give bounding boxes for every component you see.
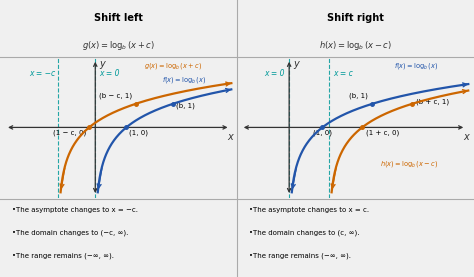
Text: x: x (228, 132, 233, 142)
Text: (b, 1): (b, 1) (349, 93, 368, 99)
Text: •The domain changes to (c, ∞).: •The domain changes to (c, ∞). (249, 230, 359, 236)
Text: (1 + c, 0): (1 + c, 0) (366, 129, 400, 135)
Text: Shift right: Shift right (327, 13, 384, 23)
Text: •The asymptote changes to x = −c.: •The asymptote changes to x = −c. (12, 207, 137, 213)
Text: $f(x) = \log_b(x)$: $f(x) = \log_b(x)$ (394, 61, 438, 71)
Text: y: y (293, 59, 299, 69)
Text: (1, 0): (1, 0) (129, 129, 148, 135)
Text: (1, 0): (1, 0) (313, 129, 332, 135)
Text: y: y (99, 59, 105, 69)
Text: x = 0: x = 0 (264, 69, 285, 78)
Text: •The range remains (−∞, ∞).: •The range remains (−∞, ∞). (249, 253, 351, 259)
Text: (1 − c, 0): (1 − c, 0) (53, 129, 86, 135)
Text: $h(x) = \log_b(x - c)$: $h(x) = \log_b(x - c)$ (319, 39, 392, 52)
Text: x = c: x = c (333, 69, 353, 78)
Text: (b + c, 1): (b + c, 1) (416, 99, 449, 105)
Text: x = −c: x = −c (29, 69, 55, 78)
Text: $g(x) = \log_b(x + c)$: $g(x) = \log_b(x + c)$ (82, 39, 155, 52)
Text: $h(x) = \log_b(x - c)$: $h(x) = \log_b(x - c)$ (380, 159, 438, 169)
Text: x = 0: x = 0 (99, 69, 119, 78)
Text: (b − c, 1): (b − c, 1) (99, 93, 132, 99)
Text: $f(x) = \log_b(x)$: $f(x) = \log_b(x)$ (162, 75, 207, 85)
Text: x: x (463, 132, 469, 142)
Text: (b, 1): (b, 1) (176, 102, 195, 109)
Text: •The range remains (−∞, ∞).: •The range remains (−∞, ∞). (12, 253, 114, 259)
Text: •The domain changes to (−c, ∞).: •The domain changes to (−c, ∞). (12, 230, 128, 236)
Text: •The asymptote changes to x = c.: •The asymptote changes to x = c. (249, 207, 369, 213)
Text: Shift left: Shift left (94, 13, 143, 23)
Text: $g(x) = \log_b(x + c)$: $g(x) = \log_b(x + c)$ (144, 61, 202, 71)
